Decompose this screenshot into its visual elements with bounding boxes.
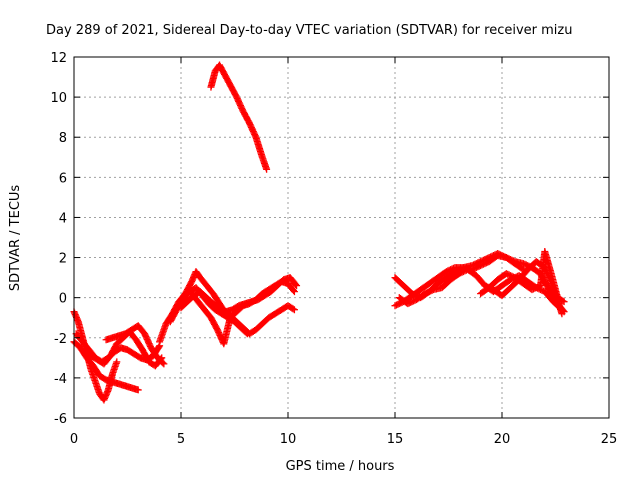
data-point xyxy=(292,280,300,288)
y-tick-label: 8 xyxy=(59,131,67,146)
data-points xyxy=(70,61,568,404)
series-track-11 xyxy=(220,302,298,338)
data-point xyxy=(160,360,168,368)
data-point xyxy=(155,343,163,351)
y-tick-label: -4 xyxy=(54,372,67,387)
data-point xyxy=(560,298,568,306)
series-track-16 xyxy=(481,258,566,318)
y-axis-label: SDTVAR / TECUs xyxy=(8,185,23,292)
grid xyxy=(74,57,609,418)
y-tick-label: -6 xyxy=(54,412,67,427)
x-axis-label: GPS time / hours xyxy=(286,459,395,474)
series-track-6 xyxy=(102,322,168,368)
data-point xyxy=(263,165,271,173)
y-tick-label: 12 xyxy=(50,51,67,66)
data-point xyxy=(113,358,121,366)
chart-title: Day 289 of 2021, Sidereal Day-to-day VTE… xyxy=(46,23,572,38)
y-tick-label: 2 xyxy=(59,252,67,267)
data-point xyxy=(290,287,298,295)
data-point xyxy=(289,305,297,313)
x-tick-label: 15 xyxy=(387,432,404,447)
data-point xyxy=(159,359,167,367)
data-point xyxy=(290,288,298,296)
data-point xyxy=(558,310,566,318)
x-tick-label: 20 xyxy=(494,432,511,447)
data-point xyxy=(290,306,298,314)
series-track-3 xyxy=(70,338,142,394)
series-track-1 xyxy=(207,61,271,173)
x-tick-label: 10 xyxy=(280,432,297,447)
data-point xyxy=(293,282,301,290)
y-tick-label: 6 xyxy=(59,171,67,186)
y-tick-label: 4 xyxy=(59,211,67,226)
y-tick-label: 10 xyxy=(50,91,67,106)
series-track-10 xyxy=(188,278,298,348)
x-tick-label: 5 xyxy=(177,432,185,447)
x-tick-label: 25 xyxy=(601,432,618,447)
y-tick-label: -2 xyxy=(54,332,67,347)
axis-ticks: 0 5 10 15 20 25 -6 -4 -2 0 2 4 6 8 10 12 xyxy=(50,51,617,447)
plot-frame xyxy=(73,56,610,419)
y-tick-label: 0 xyxy=(59,292,67,307)
data-point xyxy=(134,386,142,394)
x-tick-label: 0 xyxy=(70,432,78,447)
